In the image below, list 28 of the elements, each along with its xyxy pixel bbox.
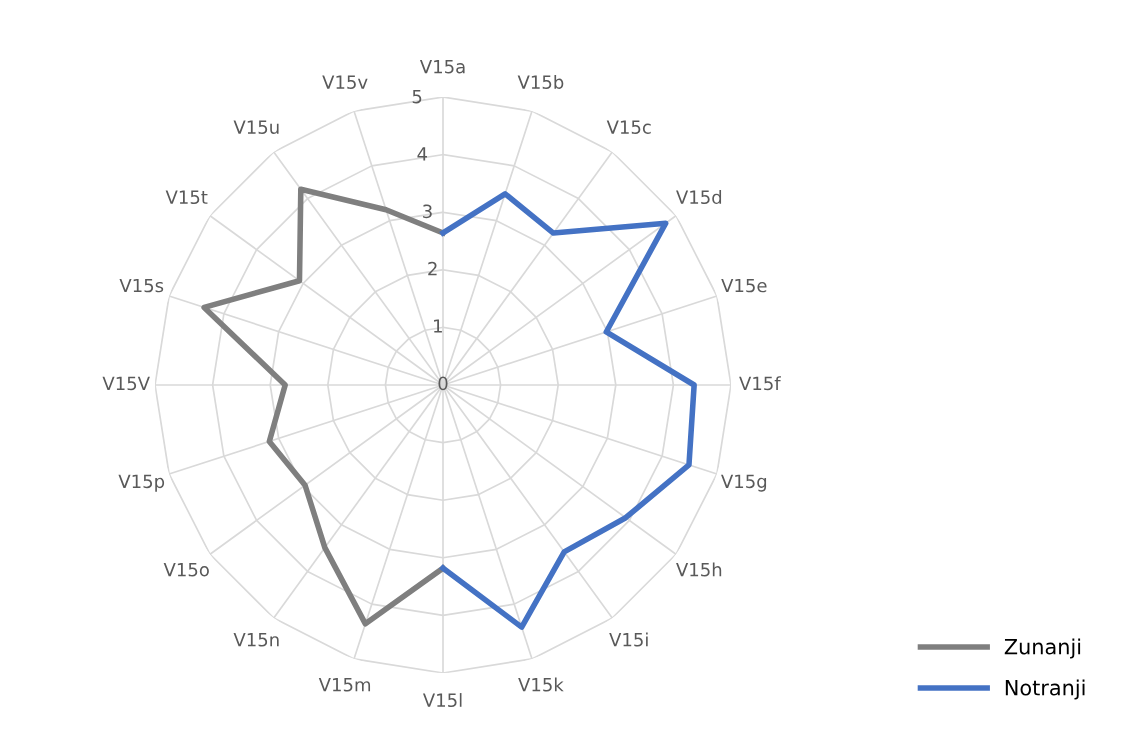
legend-label: Zunanji xyxy=(1004,638,1081,659)
spoke-label: V15l xyxy=(422,693,462,708)
spoke-label: V15d xyxy=(676,190,722,205)
spoke-label: V15p xyxy=(118,474,165,492)
y-tick-label: 4 xyxy=(417,147,428,161)
legend-label: Notranji xyxy=(1005,679,1085,700)
spoke-label: V15c xyxy=(606,120,651,134)
y-tick-label: 2 xyxy=(428,261,437,276)
spoke-label: V15f xyxy=(739,376,781,391)
spoke-label: V15v xyxy=(322,75,368,89)
spoke-label: V15u xyxy=(233,120,279,134)
spoke-label: V15g xyxy=(721,474,767,492)
spoke-label: V15n xyxy=(233,633,279,647)
spoke-label: V15e xyxy=(721,278,767,293)
spoke-label: V15h xyxy=(676,562,722,577)
spoke-label: V15a xyxy=(419,60,465,74)
y-tick-label: 0 xyxy=(438,376,448,391)
y-tick-label: 3 xyxy=(423,204,432,219)
spoke-label: V15m xyxy=(318,678,371,692)
y-tick-label: 1 xyxy=(434,319,442,333)
spoke-label: V15o xyxy=(163,563,209,577)
spoke-label: V15t xyxy=(165,190,208,205)
spoke-label: V15V xyxy=(102,376,150,391)
spoke-label: V15i xyxy=(609,632,648,647)
spoke-label: V15b xyxy=(517,74,564,89)
spoke-label: V15s xyxy=(119,278,164,293)
y-tick-label: 5 xyxy=(412,89,422,104)
spoke-label: V15k xyxy=(518,677,564,692)
